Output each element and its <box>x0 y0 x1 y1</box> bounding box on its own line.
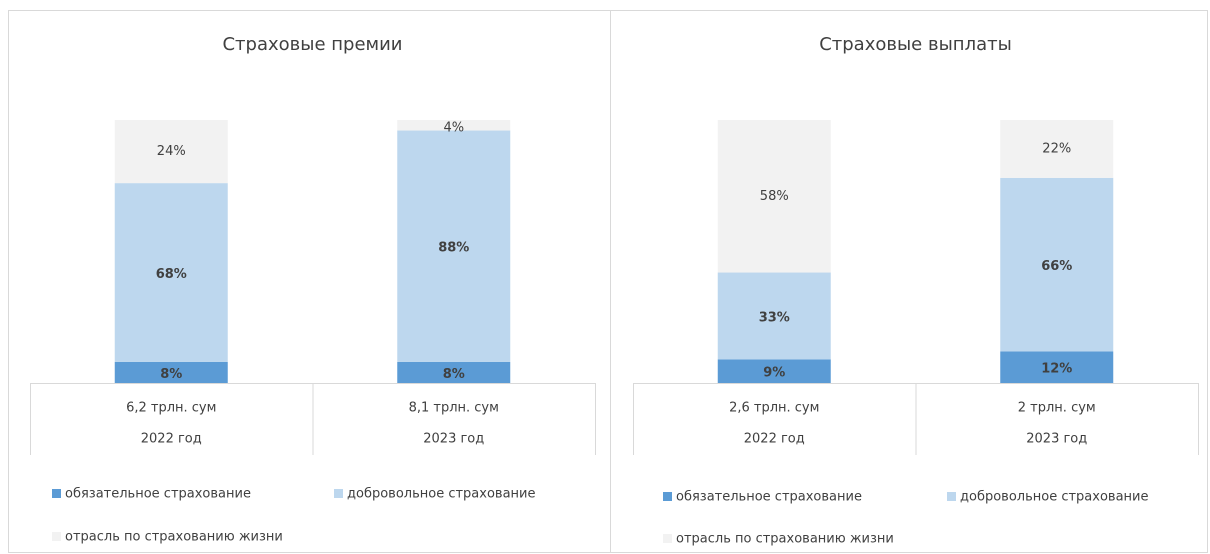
x-tick-label: 2023 год <box>423 432 484 447</box>
chart-title: Страховые выплаты <box>819 34 1012 55</box>
bar-segment <box>1000 177 1114 352</box>
bar-segment <box>717 120 831 273</box>
legend-label: обязательное страхование <box>65 487 251 502</box>
legend-swatch <box>52 489 61 498</box>
data-label: 58% <box>760 189 789 204</box>
bar-segment <box>114 183 228 362</box>
data-label: 88% <box>438 241 469 256</box>
x-tick-label: 2,6 трлн. сум <box>729 401 819 416</box>
data-label: 66% <box>1041 259 1072 274</box>
bar-segment <box>397 361 511 383</box>
chart-frame <box>610 10 1208 553</box>
bar-segment <box>397 120 511 131</box>
chart-frame <box>8 10 611 553</box>
data-label: 12% <box>1041 362 1072 377</box>
bar-segment <box>1000 351 1114 383</box>
x-tick-label: 2 трлн. сум <box>1018 401 1096 416</box>
legend-label: добровольное страхование <box>960 490 1149 505</box>
legend-label: отрасль по страхованию жизни <box>65 530 283 545</box>
data-label: 22% <box>1042 141 1071 156</box>
legend-swatch <box>663 534 672 543</box>
bar-segment <box>717 272 831 360</box>
legend-label: добровольное страхование <box>347 487 536 502</box>
legend-swatch <box>947 492 956 501</box>
chart-title: Страховые премии <box>222 34 402 55</box>
data-label: 8% <box>160 367 182 382</box>
bar-segment <box>114 120 228 184</box>
x-tick-label: 6,2 трлн. сум <box>126 401 216 416</box>
bar-segment <box>1000 120 1114 178</box>
legend-swatch <box>663 492 672 501</box>
x-tick-label: 2022 год <box>141 432 202 447</box>
x-tick-label: 8,1 трлн. сум <box>409 401 499 416</box>
legend-swatch <box>52 532 61 541</box>
data-label: 24% <box>157 144 186 159</box>
legend-swatch <box>334 489 343 498</box>
data-label: 4% <box>443 121 464 136</box>
bar-segment <box>114 361 228 383</box>
data-label: 33% <box>759 310 790 325</box>
bar-segment <box>717 359 831 383</box>
legend-label: обязательное страхование <box>676 490 862 505</box>
data-label: 68% <box>156 267 187 282</box>
data-label: 9% <box>763 366 785 381</box>
bar-segment <box>397 130 511 362</box>
data-label: 8% <box>443 367 465 382</box>
legend-label: отрасль по страхованию жизни <box>676 532 894 547</box>
x-tick-label: 2023 год <box>1026 432 1087 447</box>
x-tick-label: 2022 год <box>744 432 805 447</box>
